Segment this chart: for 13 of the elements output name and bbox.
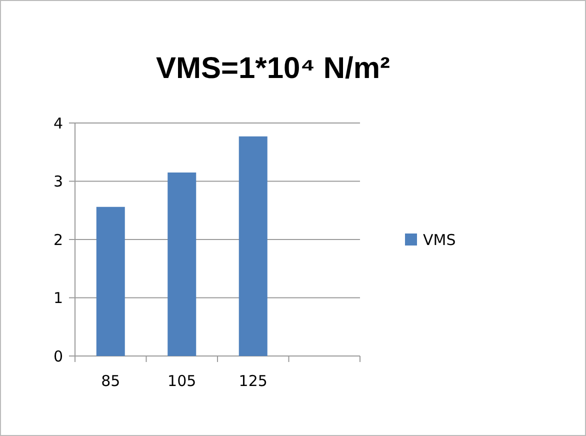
y-tick-label: 1: [53, 289, 63, 307]
bar: [238, 136, 268, 356]
y-tick-label: 3: [53, 172, 63, 190]
x-tick-label: 85: [101, 372, 120, 390]
x-tick-label: 125: [238, 372, 268, 390]
chart-title: VMS=1*10⁴ N/m²: [156, 52, 390, 85]
bar: [96, 206, 125, 356]
y-tick-label: 4: [53, 114, 63, 132]
y-tick-label: 2: [53, 230, 63, 249]
y-tick-label: 0: [53, 347, 63, 366]
bar: [168, 172, 196, 356]
x-tick-label: 105: [168, 372, 196, 390]
legend-label: VMS: [423, 230, 456, 249]
